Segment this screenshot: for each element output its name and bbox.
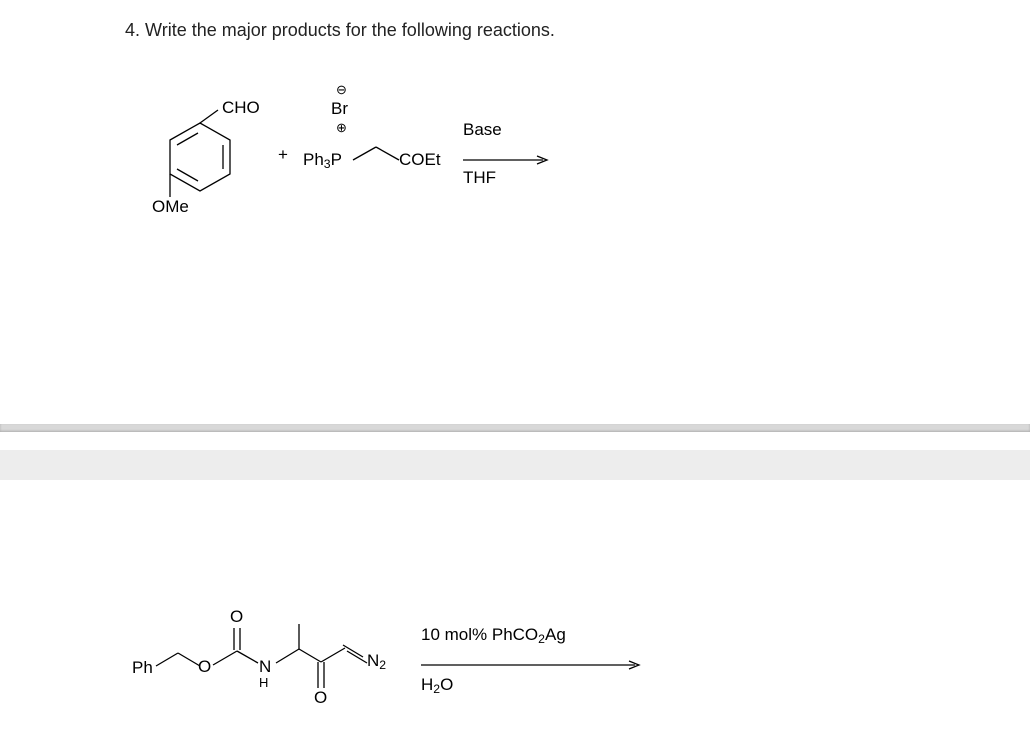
cat-post: Ag bbox=[545, 625, 566, 644]
page: 4. Write the major products for the foll… bbox=[0, 0, 1030, 731]
cat-pre: 10 mol% PhCO bbox=[421, 625, 538, 644]
solv-pre: H bbox=[421, 675, 433, 694]
solv-post: O bbox=[440, 675, 453, 694]
solvent-label: H2O bbox=[421, 675, 453, 696]
arrow2-svg bbox=[0, 0, 1030, 731]
catalyst-label: 10 mol% PhCO2Ag bbox=[421, 625, 566, 646]
cat-sub: 2 bbox=[538, 632, 545, 646]
